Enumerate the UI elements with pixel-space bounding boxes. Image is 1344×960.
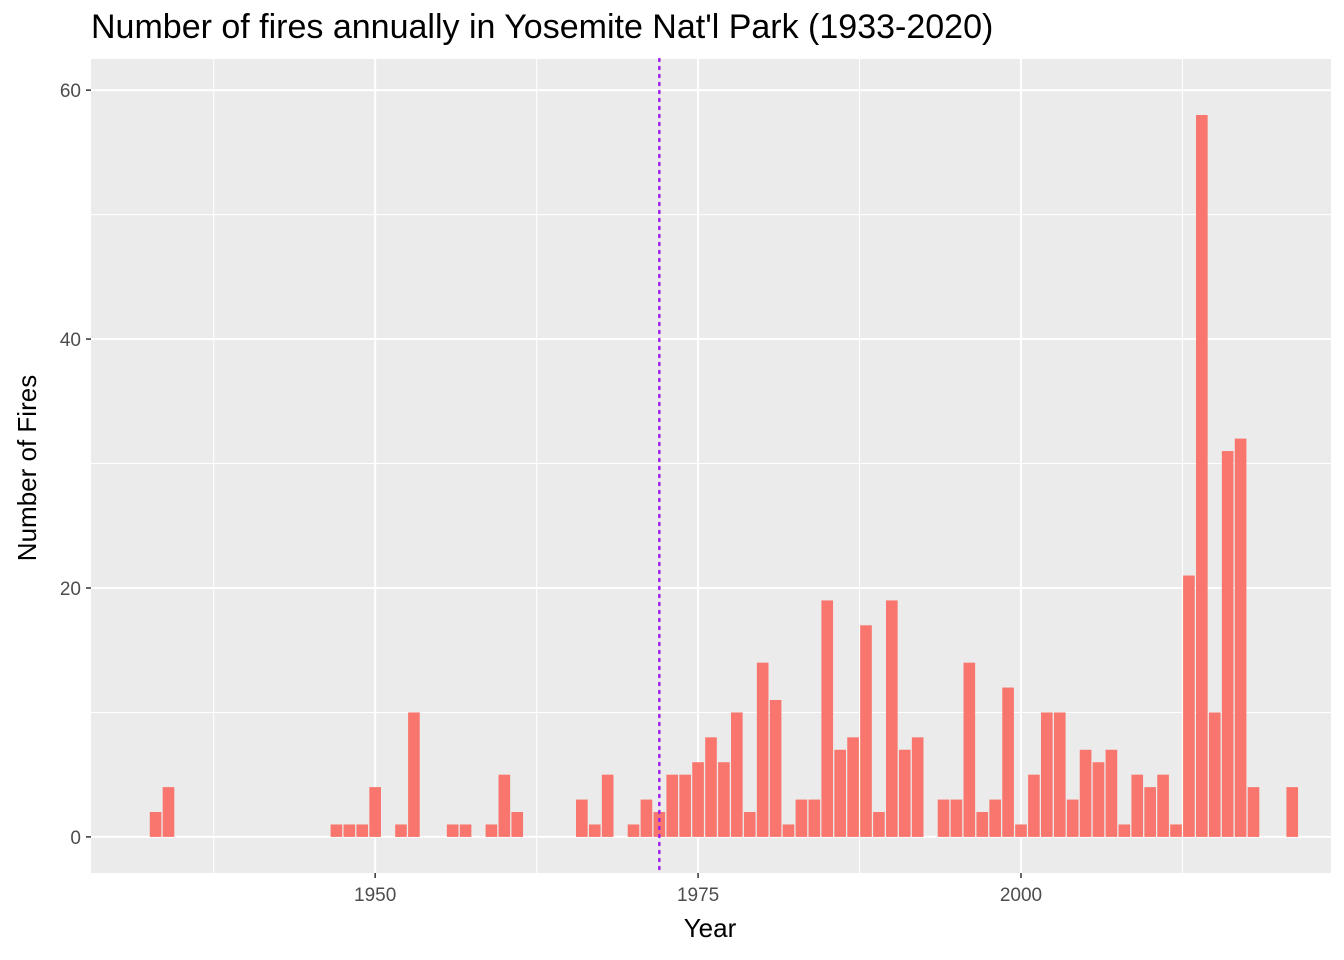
bar (653, 812, 666, 837)
bar (1131, 774, 1144, 837)
bar (1208, 712, 1221, 837)
bar (950, 799, 963, 837)
bar (743, 812, 756, 837)
bar (782, 824, 795, 837)
bar (356, 824, 369, 837)
y-tick-label: 20 (60, 579, 81, 600)
bar (601, 774, 614, 837)
bar (1221, 451, 1234, 837)
bar (679, 774, 691, 837)
bar (1118, 824, 1131, 837)
bar (873, 812, 885, 837)
x-tick-label: 1950 (354, 885, 396, 906)
bar (1170, 824, 1182, 837)
bar (330, 824, 343, 837)
bar (1234, 438, 1247, 837)
bar (498, 774, 511, 837)
bar (640, 799, 653, 837)
bar (1015, 824, 1027, 837)
bar (886, 600, 898, 837)
y-tick-label: 0 (70, 828, 81, 849)
y-tick-label: 40 (60, 330, 81, 351)
bar (408, 712, 420, 837)
bar (149, 812, 162, 837)
y-axis-title: Number of Fires (12, 375, 42, 561)
bar (395, 824, 407, 837)
bar (1053, 712, 1066, 837)
bar (821, 600, 834, 837)
bar (369, 787, 381, 837)
bar (1002, 687, 1014, 837)
bar (576, 799, 588, 837)
bar (898, 749, 911, 837)
bar (1105, 749, 1118, 837)
bar (769, 699, 782, 837)
bar (808, 799, 821, 837)
x-axis: 1950 1975 2000 (354, 873, 1042, 906)
bar (1041, 712, 1053, 837)
bar (343, 824, 356, 837)
bar (860, 625, 872, 837)
y-axis: 0 20 40 60 (60, 81, 91, 849)
bar (834, 749, 846, 837)
bar (847, 737, 859, 837)
bars (149, 115, 1299, 837)
bar (162, 787, 175, 837)
bar (963, 662, 976, 837)
y-tick-label: 60 (60, 81, 81, 102)
bar (692, 762, 704, 837)
bar (511, 812, 524, 837)
bar (795, 799, 808, 837)
bar (1144, 787, 1156, 837)
bar (1066, 799, 1079, 837)
bar (627, 824, 640, 837)
bar (705, 737, 717, 837)
bar (1286, 787, 1299, 837)
x-axis-title: Year (684, 913, 737, 943)
bar (756, 662, 769, 837)
chart-title: Number of fires annually in Yosemite Nat… (91, 8, 994, 46)
bar (666, 774, 679, 837)
bar (1092, 762, 1105, 837)
bar (1028, 774, 1040, 837)
bar (976, 812, 989, 837)
bar (485, 824, 498, 837)
grid-major (91, 59, 1331, 873)
bar (718, 762, 730, 837)
bar (1157, 774, 1169, 837)
bar (446, 824, 459, 837)
bar (911, 737, 924, 837)
bar (937, 799, 950, 837)
grid-minor (91, 59, 1331, 873)
bar (989, 799, 1001, 837)
bar (588, 824, 601, 837)
bar (459, 824, 472, 837)
x-tick-label: 2000 (1000, 885, 1042, 906)
bar (1183, 575, 1195, 837)
bar (1079, 749, 1092, 837)
bar (1247, 787, 1260, 837)
bar (731, 712, 743, 837)
bar (1196, 115, 1208, 837)
x-tick-label: 1975 (677, 885, 719, 906)
